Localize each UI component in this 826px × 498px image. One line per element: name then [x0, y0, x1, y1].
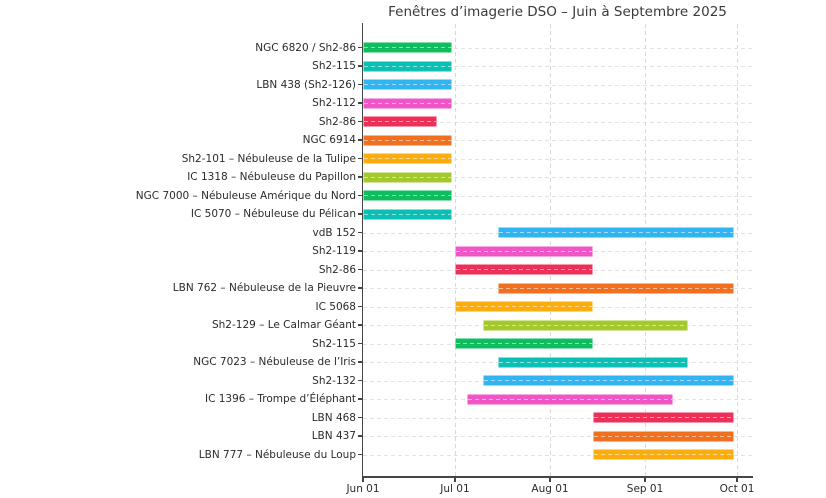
- task-bar: [454, 264, 593, 275]
- task-bar: [497, 282, 734, 294]
- task-bar: [363, 79, 452, 90]
- task-bar: [454, 338, 593, 349]
- task-bar: [363, 190, 452, 201]
- y-axis-tick: [357, 268, 362, 271]
- y-axis-tick: [357, 65, 362, 67]
- task-row-label: Sh2-86: [318, 263, 356, 276]
- y-axis-tick: [357, 398, 362, 400]
- task-bar: [497, 356, 688, 368]
- grid-line-row: [363, 140, 752, 141]
- grid-line-row: [363, 454, 752, 456]
- x-axis-tick: [454, 477, 456, 482]
- x-axis-tick: [549, 477, 551, 482]
- task-row-label: IC 1396 – Trompe d’Éléphant: [204, 393, 356, 405]
- y-axis-spine: [361, 23, 364, 477]
- x-axis-tick: [644, 477, 646, 482]
- task-bar: [363, 153, 452, 164]
- y-axis-tick: [357, 157, 362, 160]
- y-axis-tick: [357, 361, 362, 363]
- grid-line-month: [645, 24, 647, 476]
- y-axis-tick: [357, 139, 362, 141]
- y-axis-tick: [357, 213, 362, 215]
- task-row-label: IC 5068: [315, 300, 357, 313]
- x-tick-label: Sep 01: [626, 483, 664, 495]
- task-bar: [363, 60, 452, 72]
- x-axis-spine: [361, 476, 753, 478]
- y-axis-tick: [357, 342, 362, 345]
- x-tick-label: Oct 01: [719, 483, 755, 495]
- task-row-label: Sh2-112: [312, 97, 356, 109]
- task-row-label: LBN 438 (Sh2-126): [256, 78, 356, 91]
- x-axis-tick: [362, 477, 364, 482]
- y-axis-tick: [357, 83, 362, 86]
- task-bar: [363, 171, 452, 183]
- y-axis-tick: [357, 435, 362, 437]
- grid-line-row: [363, 214, 752, 215]
- task-row-label: NGC 6820 / Sh2-86: [255, 41, 356, 54]
- grid-line-month: [737, 24, 738, 476]
- grid-line-row: [363, 195, 752, 197]
- task-row-label: Sh2-132: [312, 374, 356, 387]
- task-row-label: LBN 762 – Nébuleuse de la Pieuvre: [172, 282, 356, 294]
- grid-line-row: [363, 84, 752, 86]
- y-axis-tick: [357, 194, 362, 197]
- task-row-label: vdB 152: [312, 226, 356, 239]
- task-bar: [363, 42, 452, 53]
- x-tick-label: Aug 01: [531, 483, 569, 495]
- task-bar: [482, 319, 688, 331]
- task-row-label: Sh2-101 – Nébuleuse de la Tulipe: [181, 152, 356, 165]
- y-axis-tick: [357, 231, 362, 234]
- grid-line-row: [363, 103, 752, 104]
- task-row-label: LBN 437: [311, 430, 356, 442]
- task-row-label: LBN 777 – Nébuleuse du Loup: [198, 448, 356, 461]
- chart-title: Fenêtres d’imagerie DSO – Juin à Septemb…: [388, 4, 727, 20]
- grid-line-row: [363, 47, 752, 49]
- y-axis-tick: [357, 453, 362, 456]
- y-axis-tick: [357, 379, 362, 382]
- grid-line-row: [363, 417, 752, 419]
- task-bar: [592, 449, 734, 460]
- task-row-label: Sh2-115: [312, 337, 356, 350]
- task-row-label: NGC 6914: [302, 134, 356, 146]
- x-tick-label: Jun 01: [346, 483, 380, 495]
- task-row-label: NGC 7000 – Nébuleuse Amérique du Nord: [135, 189, 356, 202]
- grid-line-row: [363, 158, 752, 160]
- task-bar: [467, 393, 673, 405]
- task-row-label: LBN 468: [311, 411, 356, 424]
- task-row-label: IC 1318 – Nébuleuse du Papillon: [187, 171, 356, 183]
- y-axis-tick: [357, 416, 362, 419]
- grid-line-row: [363, 436, 752, 437]
- grid-line-row: [363, 121, 752, 123]
- grid-line-row: [363, 177, 752, 178]
- task-bar: [592, 430, 734, 442]
- y-axis-tick: [357, 305, 362, 308]
- task-row-label: IC 5070 – Nébuleuse du Pélican: [190, 208, 356, 220]
- task-bar: [363, 208, 452, 220]
- task-bar: [482, 375, 734, 386]
- task-bar: [363, 134, 452, 146]
- task-row-label: Sh2-115: [312, 60, 356, 72]
- grid-line-row: [363, 66, 752, 67]
- task-bar: [454, 301, 593, 312]
- task-bar: [363, 97, 452, 109]
- y-axis-tick: [357, 250, 362, 252]
- task-row-label: Sh2-86: [318, 115, 356, 128]
- y-axis-tick: [357, 324, 362, 326]
- task-row-label: Sh2-119: [312, 245, 356, 257]
- y-axis-tick: [357, 102, 362, 104]
- task-bar: [497, 227, 734, 238]
- y-axis-tick: [357, 46, 362, 49]
- x-tick-label: Jul 01: [440, 483, 470, 495]
- y-axis-tick: [357, 287, 362, 289]
- task-bar: [454, 245, 593, 257]
- x-axis-tick: [736, 477, 738, 482]
- y-axis-tick: [357, 120, 362, 123]
- task-row-label: NGC 7023 – Nébuleuse de l’Iris: [193, 356, 356, 368]
- task-bar: [363, 116, 437, 127]
- task-row-label: Sh2-129 – Le Calmar Géant: [211, 319, 356, 331]
- y-axis-tick: [357, 176, 362, 178]
- task-bar: [592, 412, 734, 423]
